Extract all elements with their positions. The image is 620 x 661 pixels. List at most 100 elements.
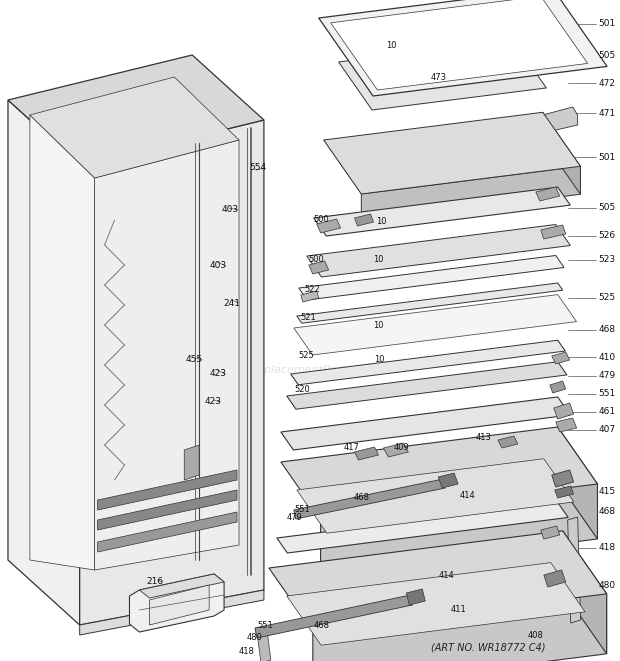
Polygon shape <box>317 219 340 233</box>
Text: 461: 461 <box>598 407 616 416</box>
Polygon shape <box>130 574 224 632</box>
Text: 418: 418 <box>598 543 616 553</box>
Text: 471: 471 <box>598 108 616 118</box>
Polygon shape <box>554 403 574 419</box>
Polygon shape <box>406 589 425 605</box>
Text: 410: 410 <box>598 352 616 362</box>
Text: 479: 479 <box>598 371 616 381</box>
Text: 473: 473 <box>430 73 446 83</box>
Polygon shape <box>277 502 568 553</box>
Polygon shape <box>330 0 588 90</box>
Polygon shape <box>321 484 598 574</box>
Text: 501: 501 <box>598 153 616 161</box>
Text: 500: 500 <box>314 215 329 225</box>
Text: 414: 414 <box>460 490 476 500</box>
Polygon shape <box>80 120 264 625</box>
Text: 411: 411 <box>450 605 466 615</box>
Polygon shape <box>307 225 570 277</box>
Polygon shape <box>552 352 570 364</box>
Text: 10: 10 <box>373 256 384 264</box>
Polygon shape <box>8 100 80 625</box>
Text: 525: 525 <box>598 293 616 303</box>
Text: 403: 403 <box>222 206 239 215</box>
Polygon shape <box>30 77 239 178</box>
Text: 480: 480 <box>247 633 263 642</box>
Text: 468: 468 <box>353 492 370 502</box>
Polygon shape <box>355 214 373 226</box>
Polygon shape <box>299 256 564 300</box>
Polygon shape <box>30 115 95 570</box>
Text: 505: 505 <box>598 50 616 59</box>
Text: 480: 480 <box>598 580 616 590</box>
Polygon shape <box>536 187 560 201</box>
Text: 10: 10 <box>374 356 385 364</box>
Text: 523: 523 <box>598 256 616 264</box>
Polygon shape <box>556 418 577 432</box>
Text: 522: 522 <box>305 286 321 295</box>
Polygon shape <box>498 436 518 448</box>
Polygon shape <box>361 167 580 222</box>
Text: 10: 10 <box>376 217 387 227</box>
Polygon shape <box>287 362 567 409</box>
Text: 10: 10 <box>373 321 384 330</box>
Polygon shape <box>568 517 580 623</box>
Polygon shape <box>281 427 598 519</box>
Polygon shape <box>281 397 570 450</box>
Polygon shape <box>558 427 598 539</box>
Text: 415: 415 <box>598 486 616 496</box>
Polygon shape <box>542 112 580 194</box>
Polygon shape <box>95 140 239 570</box>
Text: 551: 551 <box>598 389 616 399</box>
Polygon shape <box>294 479 445 519</box>
Text: (ART NO. WR18772 C4): (ART NO. WR18772 C4) <box>431 643 545 653</box>
Text: 468: 468 <box>314 621 330 629</box>
Text: 418: 418 <box>239 646 255 656</box>
Polygon shape <box>314 187 570 236</box>
Polygon shape <box>97 470 237 510</box>
Polygon shape <box>301 291 319 302</box>
Text: 521: 521 <box>301 313 317 323</box>
Text: 423: 423 <box>209 369 226 379</box>
Text: 423: 423 <box>204 397 221 407</box>
Text: 551: 551 <box>257 621 273 631</box>
Text: 468: 468 <box>598 508 616 516</box>
Text: 468: 468 <box>598 325 616 334</box>
Polygon shape <box>324 112 580 194</box>
Text: 525: 525 <box>299 350 314 360</box>
Polygon shape <box>319 0 607 96</box>
Text: 501: 501 <box>598 20 616 28</box>
Polygon shape <box>97 512 237 552</box>
Polygon shape <box>550 381 565 393</box>
Polygon shape <box>8 55 264 165</box>
Text: 551: 551 <box>294 506 311 514</box>
Text: 526: 526 <box>598 231 616 241</box>
Text: 479: 479 <box>287 514 303 522</box>
Polygon shape <box>309 261 329 274</box>
Polygon shape <box>552 470 574 487</box>
Text: 417: 417 <box>343 444 360 453</box>
Polygon shape <box>291 340 565 385</box>
Text: 414: 414 <box>438 572 454 580</box>
Text: 500: 500 <box>309 256 324 264</box>
Polygon shape <box>538 107 578 133</box>
Text: 216: 216 <box>146 578 163 586</box>
Text: 409: 409 <box>394 444 409 453</box>
Text: ©ReplacementParts.com: ©ReplacementParts.com <box>239 365 379 375</box>
Polygon shape <box>339 40 546 110</box>
Polygon shape <box>257 629 271 661</box>
Polygon shape <box>355 447 378 460</box>
Polygon shape <box>297 459 574 533</box>
Text: 413: 413 <box>476 434 492 442</box>
Polygon shape <box>383 443 409 457</box>
Polygon shape <box>294 295 577 355</box>
Polygon shape <box>297 283 563 323</box>
Polygon shape <box>287 563 585 645</box>
Text: 554: 554 <box>249 163 266 173</box>
Polygon shape <box>184 445 199 480</box>
Text: 10: 10 <box>386 42 397 50</box>
Polygon shape <box>555 486 574 498</box>
Text: 407: 407 <box>598 426 616 434</box>
Polygon shape <box>80 590 264 635</box>
Polygon shape <box>541 526 560 539</box>
Polygon shape <box>255 595 412 638</box>
